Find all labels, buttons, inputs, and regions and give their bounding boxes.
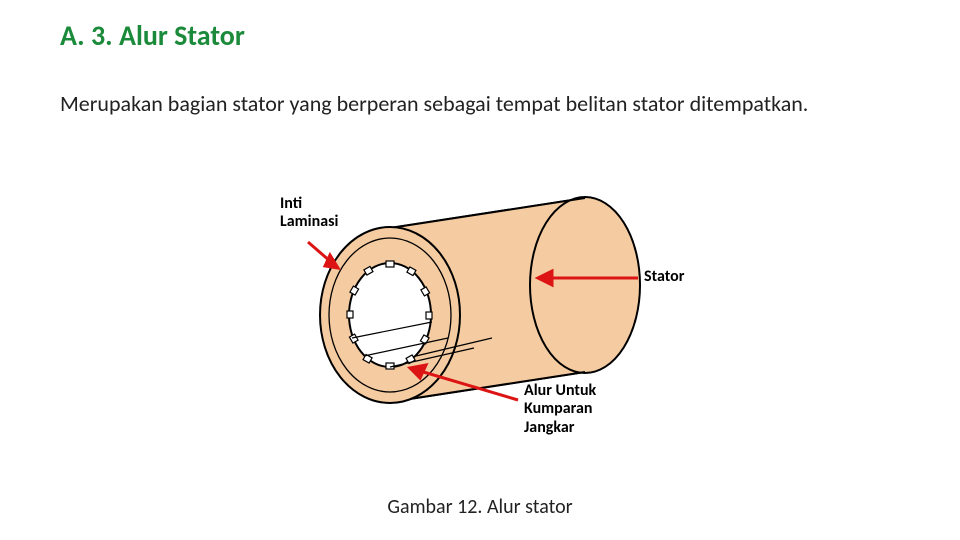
figure-caption: Gambar 12. Alur stator <box>0 495 960 519</box>
label-alur-2: Kumparan <box>524 399 592 418</box>
label-inti: Inti <box>280 194 302 213</box>
label-laminasi: Laminasi <box>280 212 338 231</box>
label-alur-1: Alur Untuk <box>524 381 596 400</box>
section-heading: A. 3. Alur Stator <box>60 18 245 53</box>
label-alur-3: Jangkar <box>524 418 574 437</box>
stator-diagram: Inti Laminasi Stator Alur Untuk Kumparan… <box>240 170 700 480</box>
label-stator: Stator <box>644 268 684 286</box>
section-description: Merupakan bagian stator yang berperan se… <box>60 90 900 118</box>
